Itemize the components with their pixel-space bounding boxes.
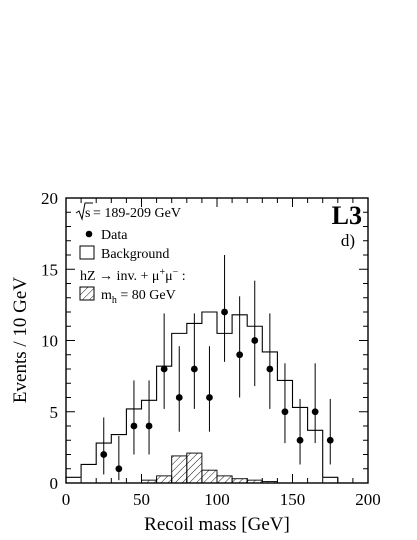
data-point-14 <box>311 408 319 416</box>
y-tick-label: 10 <box>41 332 58 351</box>
legend-background: Background <box>101 247 169 262</box>
legend-background-swatch <box>79 245 95 260</box>
x-tick-label: 50 <box>133 490 150 509</box>
signal-bin-8 <box>186 452 203 484</box>
signal-bin-11 <box>231 478 248 484</box>
data-point-2 <box>130 422 138 430</box>
legend: s = 189-209 GeV Data Background hZ → inv… <box>75 202 186 306</box>
data-point-9 <box>236 351 244 359</box>
data-point-8 <box>221 308 228 316</box>
legend-energy: = 189-209 GeV <box>93 206 181 221</box>
y-tick-label: 0 <box>50 474 59 493</box>
signal-bin-10 <box>216 475 233 484</box>
data-point-0 <box>100 451 108 458</box>
signal-bin-12 <box>246 479 263 484</box>
data-point-10 <box>251 337 259 344</box>
sqrt-symbol-icon <box>75 202 93 221</box>
signal-bin-5 <box>141 479 158 484</box>
legend-process: hZ → inv. + μ+μ− : <box>80 267 186 284</box>
data-point-11 <box>266 365 274 373</box>
x-axis-label: Recoil mass [GeV] <box>144 514 290 535</box>
signal-bin-6 <box>156 475 173 484</box>
legend-data: Data <box>101 228 128 243</box>
legend-signal-swatch <box>79 286 95 301</box>
legend-signal: mh = 80 GeV <box>101 288 176 306</box>
signal-bin-13 <box>261 481 278 484</box>
data-point-6 <box>190 365 198 373</box>
data-point-3 <box>145 422 153 430</box>
x-tick-label: 150 <box>280 490 306 509</box>
y-tick-label: 20 <box>41 189 58 208</box>
data-point-4 <box>160 365 168 373</box>
data-point-15 <box>326 436 334 444</box>
experiment-label: L3 <box>332 201 362 230</box>
y-tick-label: 15 <box>41 260 58 279</box>
data-point-12 <box>281 408 289 416</box>
signal-bin-7 <box>171 455 188 484</box>
data-point-1 <box>115 465 123 473</box>
legend-energy-s: s <box>85 206 90 221</box>
data-point-7 <box>206 394 213 401</box>
x-tick-label: 200 <box>355 490 381 509</box>
legend-data-marker <box>85 230 93 238</box>
x-tick-label: 0 <box>62 490 71 509</box>
panel-label: d) <box>341 231 355 250</box>
signal-bin-9 <box>201 469 218 484</box>
x-tick-label: 100 <box>204 490 230 509</box>
data-point-5 <box>175 394 183 401</box>
y-axis-label: Events / 10 GeV <box>10 277 31 403</box>
y-tick-label: 5 <box>50 403 59 422</box>
data-point-13 <box>296 436 304 444</box>
background-histogram <box>65 311 339 483</box>
